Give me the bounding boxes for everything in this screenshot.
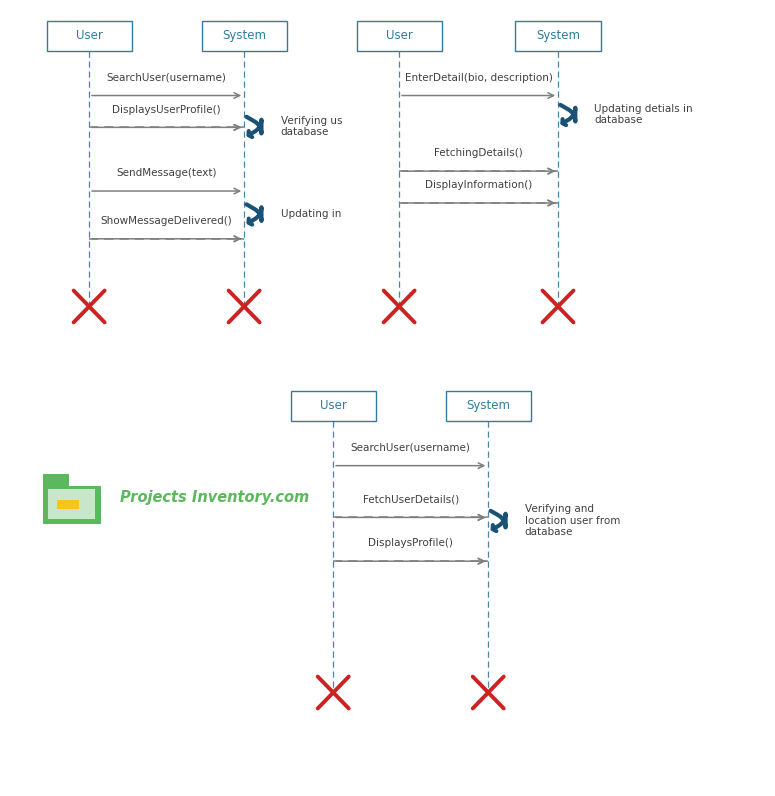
Text: Projects Inventory.com: Projects Inventory.com bbox=[120, 490, 309, 505]
FancyBboxPatch shape bbox=[446, 391, 531, 421]
Text: System: System bbox=[536, 29, 580, 42]
FancyBboxPatch shape bbox=[57, 500, 79, 509]
Text: Verifying and
location user from
database: Verifying and location user from databas… bbox=[525, 504, 620, 537]
Text: System: System bbox=[467, 400, 510, 412]
FancyBboxPatch shape bbox=[43, 486, 101, 525]
Text: EnterDetail(bio, description): EnterDetail(bio, description) bbox=[405, 72, 553, 83]
FancyBboxPatch shape bbox=[515, 21, 601, 51]
FancyBboxPatch shape bbox=[46, 21, 132, 51]
Text: ShowMessageDelivered(): ShowMessageDelivered() bbox=[101, 216, 232, 226]
FancyBboxPatch shape bbox=[356, 21, 442, 51]
Text: SearchUser(username): SearchUser(username) bbox=[351, 443, 470, 453]
Text: User: User bbox=[386, 29, 412, 42]
Text: SearchUser(username): SearchUser(username) bbox=[107, 72, 226, 83]
Text: SendMessage(text): SendMessage(text) bbox=[116, 168, 217, 178]
Text: Updating detials in
database: Updating detials in database bbox=[594, 103, 693, 126]
Text: System: System bbox=[222, 29, 266, 42]
Text: User: User bbox=[76, 29, 102, 42]
Text: DisplaysProfile(): DisplaysProfile() bbox=[368, 538, 453, 548]
Text: FetchUserDetails(): FetchUserDetails() bbox=[363, 494, 459, 505]
FancyBboxPatch shape bbox=[202, 21, 287, 51]
Text: DisplaysUserProfile(): DisplaysUserProfile() bbox=[112, 104, 221, 115]
Text: Verifying us
database: Verifying us database bbox=[281, 115, 342, 138]
FancyBboxPatch shape bbox=[43, 474, 69, 486]
Text: FetchingDetails(): FetchingDetails() bbox=[434, 148, 523, 158]
Text: User: User bbox=[320, 400, 346, 412]
FancyBboxPatch shape bbox=[48, 490, 95, 519]
Text: Updating in: Updating in bbox=[281, 209, 341, 219]
Text: DisplayInformation(): DisplayInformation() bbox=[425, 180, 532, 190]
FancyBboxPatch shape bbox=[291, 391, 376, 421]
